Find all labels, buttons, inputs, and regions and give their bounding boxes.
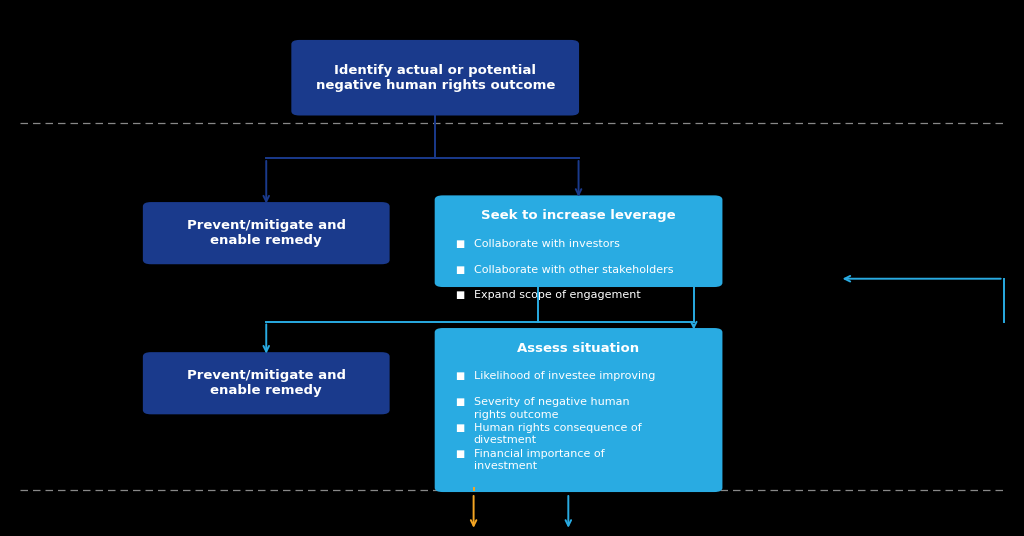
Text: Expand scope of engagement: Expand scope of engagement — [473, 291, 640, 300]
Text: Assess situation: Assess situation — [517, 342, 640, 355]
Text: Identify actual or potential
negative human rights outcome: Identify actual or potential negative hu… — [315, 64, 555, 92]
Text: Severity of negative human
rights outcome: Severity of negative human rights outcom… — [473, 397, 629, 420]
Text: ■: ■ — [455, 423, 465, 433]
Text: Prevent/mitigate and
enable remedy: Prevent/mitigate and enable remedy — [186, 219, 346, 247]
Text: ■: ■ — [455, 265, 465, 274]
Text: ■: ■ — [455, 371, 465, 382]
Text: ■: ■ — [455, 291, 465, 300]
Text: Collaborate with other stakeholders: Collaborate with other stakeholders — [473, 265, 673, 274]
Text: ■: ■ — [455, 397, 465, 407]
FancyBboxPatch shape — [434, 196, 723, 287]
Text: Collaborate with investors: Collaborate with investors — [473, 239, 620, 249]
FancyBboxPatch shape — [291, 40, 580, 116]
Text: Likelihood of investee improving: Likelihood of investee improving — [473, 371, 655, 382]
Text: ■: ■ — [455, 239, 465, 249]
Text: Prevent/mitigate and
enable remedy: Prevent/mitigate and enable remedy — [186, 369, 346, 397]
FancyBboxPatch shape — [434, 328, 723, 492]
FancyBboxPatch shape — [143, 202, 389, 264]
Text: Financial importance of
investment: Financial importance of investment — [473, 449, 604, 471]
Text: ■: ■ — [455, 449, 465, 459]
Text: Human rights consequence of
divestment: Human rights consequence of divestment — [473, 423, 641, 445]
Text: Seek to increase leverage: Seek to increase leverage — [481, 209, 676, 222]
FancyBboxPatch shape — [143, 352, 389, 414]
